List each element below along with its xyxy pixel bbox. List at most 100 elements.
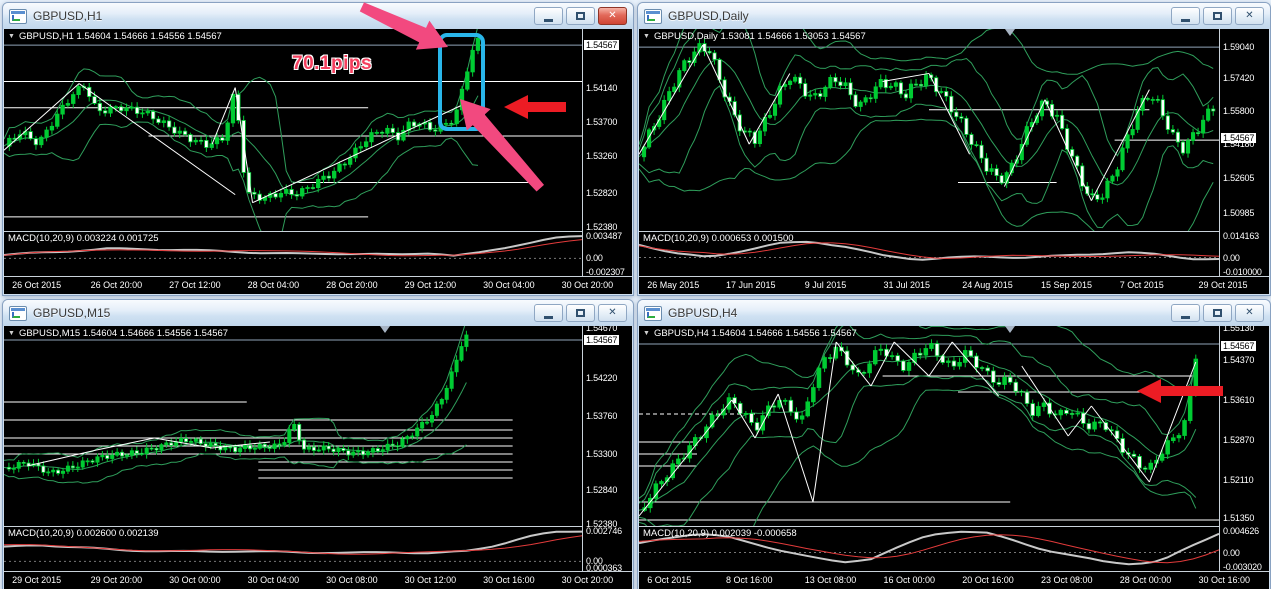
window-title: GBPUSD,H1: [33, 9, 103, 23]
restore-button[interactable]: [1203, 304, 1232, 322]
price-tick: 1.52840: [586, 485, 618, 495]
restore-icon: [1213, 309, 1222, 317]
window-title: GBPUSD,M15: [33, 306, 111, 320]
macd-panel[interactable]: MACD(10,20,9) 0.002039 -0.000658: [639, 526, 1219, 571]
symbol-dropdown-icon[interactable]: ▼: [8, 33, 15, 40]
price-tick: 1.52605: [1223, 173, 1255, 184]
time-tick: 6 Oct 2015: [647, 575, 692, 585]
macd-tick: 0.00: [1223, 252, 1240, 263]
current-price-label: 1.54567: [584, 40, 620, 51]
chart-shift-marker: [1005, 29, 1016, 36]
symbol-dropdown-icon[interactable]: ▼: [8, 330, 15, 337]
restore-button[interactable]: [566, 304, 595, 322]
price-tick: 1.52820: [586, 187, 618, 198]
minimize-icon: [1181, 315, 1190, 319]
time-tick: 30 Oct 20:00: [561, 280, 614, 290]
main-chart[interactable]: ▼ GBPUSD,M15 1.54604 1.54666 1.54556 1.5…: [4, 326, 582, 526]
macd-tick: -0.010000: [1223, 267, 1262, 276]
macd-panel[interactable]: MACD(10,20,9) 0.002600 0.002139: [4, 526, 582, 571]
close-button[interactable]: ✕: [598, 7, 627, 25]
time-tick: 30 Oct 12:00: [404, 575, 457, 585]
window-titlebar[interactable]: GBPUSD,M15 ✕: [3, 300, 633, 326]
time-tick: 28 Oct 00:00: [1119, 575, 1172, 585]
price-tick: 1.53760: [586, 411, 618, 421]
price-axis[interactable]: 1.55130 1.54370 1.53610 1.52870 1.52110 1.513…: [1219, 326, 1269, 571]
window-titlebar[interactable]: GBPUSD,H1 ✕: [3, 3, 633, 29]
close-button[interactable]: ✕: [598, 304, 627, 322]
symbol-dropdown-icon[interactable]: ▼: [643, 330, 650, 337]
close-button[interactable]: ✕: [1235, 304, 1264, 322]
price-tick: 1.54220: [586, 373, 618, 383]
time-tick: 29 Oct 2015: [12, 575, 62, 585]
restore-button[interactable]: [566, 7, 595, 25]
minimize-button[interactable]: [534, 7, 563, 25]
ohlc-readout: ▼ GBPUSD,M15 1.54604 1.54666 1.54556 1.5…: [8, 328, 228, 339]
time-axis[interactable]: 29 Oct 2015 29 Oct 20:00 30 Oct 00:00 30 Oc…: [4, 571, 632, 589]
price-tick: 1.53260: [586, 151, 618, 162]
minimize-icon: [544, 315, 553, 319]
price-tick: 1.52110: [1223, 475, 1254, 485]
price-tick: 1.53700: [586, 116, 618, 127]
price-tick: 1.52380: [586, 221, 618, 232]
price-axis[interactable]: 1.54670 1.54220 1.53760 1.53300 1.52840 1.523…: [582, 326, 632, 571]
macd-tick: 0.000363: [586, 562, 622, 571]
macd-panel[interactable]: MACD(10,20,9) 0.003224 0.001725: [4, 231, 582, 276]
chart-area[interactable]: ▼ GBPUSD,H1 1.54604 1.54666 1.54556 1.54…: [4, 2, 632, 294]
macd-tick: 0.004626: [1223, 525, 1259, 536]
time-tick: 30 Oct 16:00: [1198, 575, 1250, 585]
ohlc-readout: ▼ GBPUSD,H4 1.54604 1.54666 1.54556 1.54…: [643, 328, 857, 339]
symbol-dropdown-icon[interactable]: ▼: [643, 33, 650, 40]
price-tick: 1.54140: [586, 82, 618, 93]
minimize-button[interactable]: [1171, 7, 1200, 25]
price-axis[interactable]: 1.59040 1.57420 1.55800 1.54180 1.52605 1.509…: [1219, 29, 1269, 276]
price-axis[interactable]: 1.54140 1.53700 1.53260 1.52820 1.52380 1.545…: [582, 29, 632, 276]
price-tick: 1.55130: [1223, 326, 1255, 333]
current-price-label: 1.54567: [1221, 341, 1257, 351]
macd-label: MACD(10,20,9) 0.003224 0.001725: [8, 233, 159, 244]
chart-window-daily: GBPUSD,Daily ✕ ▼ GBPUSD,Daily 1.53081 1.…: [637, 2, 1271, 296]
macd-label: MACD(10,20,9) 0.002039 -0.000658: [643, 528, 797, 539]
minimize-icon: [1181, 18, 1190, 22]
chart-window-icon: [644, 305, 662, 321]
macd-tick: 0.00: [1223, 547, 1240, 558]
minimize-button[interactable]: [534, 304, 563, 322]
restore-button[interactable]: [1203, 7, 1232, 25]
time-tick: 27 Oct 12:00: [169, 280, 221, 290]
chart-area[interactable]: ▼ GBPUSD,H4 1.54604 1.54666 1.54556 1.54…: [639, 326, 1269, 589]
time-tick: 8 Oct 16:00: [725, 575, 773, 585]
macd-tick: 0.00: [586, 556, 603, 567]
chart-window-m15: GBPUSD,M15 ✕ ▼ GBPUSD,M15 1.54604 1.5466…: [2, 299, 634, 589]
price-tick: 1.53610: [1223, 395, 1255, 405]
time-tick: 26 May 2015: [647, 280, 700, 290]
chart-window-h1: GBPUSD,H1 ✕ ▼ GBPUSD,H1 1.54604 1.54666 …: [2, 2, 634, 296]
time-axis[interactable]: 26 May 2015 17 Jun 2015 9 Jul 2015 31 Jul 2…: [639, 276, 1269, 294]
macd-panel[interactable]: MACD(10,20,9) 0.000653 0.001500: [639, 231, 1219, 276]
main-chart[interactable]: ▼ GBPUSD,Daily 1.53081 1.54666 1.53053 1…: [639, 29, 1219, 231]
time-tick: 28 Oct 04:00: [247, 280, 300, 290]
ohlc-text: GBPUSD,H1 1.54604 1.54666 1.54556 1.5456…: [18, 31, 222, 42]
main-chart[interactable]: ▼ GBPUSD,H4 1.54604 1.54666 1.54556 1.54…: [639, 326, 1219, 526]
close-icon: ✕: [608, 10, 617, 21]
time-axis[interactable]: 6 Oct 2015 8 Oct 16:00 13 Oct 08:00 16 Oct …: [639, 571, 1269, 589]
window-title: GBPUSD,H4: [668, 306, 738, 320]
minimize-button[interactable]: [1171, 304, 1200, 322]
chart-area[interactable]: ▼ GBPUSD,Daily 1.53081 1.54666 1.53053 1…: [639, 29, 1269, 294]
close-button[interactable]: ✕: [1235, 7, 1264, 25]
ohlc-text: GBPUSD,M15 1.54604 1.54666 1.54556 1.545…: [18, 328, 229, 339]
price-tick: 1.55800: [1223, 105, 1255, 116]
chart-shift-marker: [380, 326, 391, 333]
time-axis[interactable]: 26 Oct 2015 26 Oct 20:00 27 Oct 12:00 28 Oc…: [4, 276, 632, 294]
restore-icon: [576, 309, 585, 317]
chart-window-icon: [9, 305, 27, 321]
chart-area[interactable]: ▼ GBPUSD,M15 1.54604 1.54666 1.54556 1.5…: [4, 326, 632, 589]
close-icon: ✕: [1245, 10, 1254, 21]
window-titlebar[interactable]: GBPUSD,Daily ✕: [638, 3, 1270, 29]
main-chart[interactable]: ▼ GBPUSD,H1 1.54604 1.54666 1.54556 1.54…: [4, 29, 582, 231]
window-titlebar[interactable]: GBPUSD,H4 ✕: [638, 300, 1270, 326]
window-title: GBPUSD,Daily: [668, 9, 749, 23]
price-tick: 1.53300: [586, 449, 618, 459]
close-icon: ✕: [1245, 307, 1254, 318]
price-tick: 1.52870: [1223, 435, 1255, 445]
macd-tick: 0.002746: [586, 525, 622, 536]
ohlc-readout: ▼ GBPUSD,H1 1.54604 1.54666 1.54556 1.54…: [8, 31, 222, 42]
